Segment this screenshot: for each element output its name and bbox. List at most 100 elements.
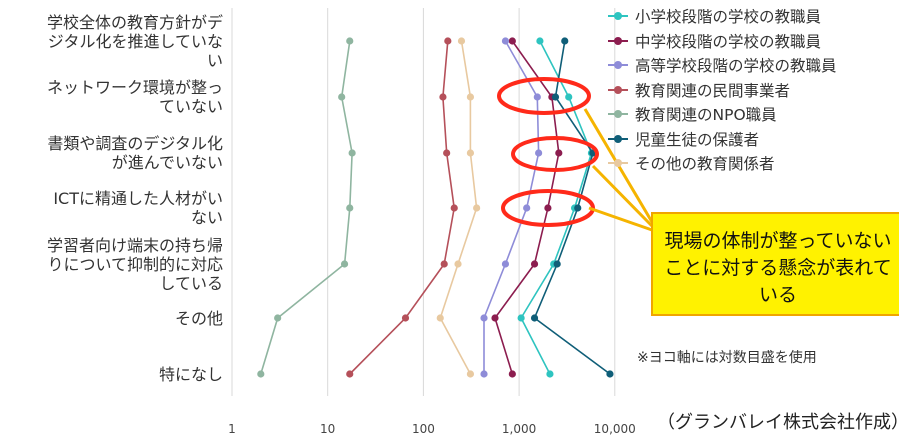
series-line: [439, 40, 478, 375]
data-point: [555, 149, 563, 157]
category-label: 書類や調査のデジタル化 が進んでいない: [47, 134, 223, 172]
legend-label: 中学校段階の学校の教職員: [635, 32, 822, 51]
grid-lines: [231, 8, 616, 396]
data-point: [401, 314, 410, 322]
data-point: [257, 370, 265, 378]
data-point: [440, 260, 448, 268]
legend: 小学校段階の学校の教職員 中学校段階の学校の教職員 高等学校段階の学校の教職員 教育関…: [607, 4, 837, 176]
legend-swatch: [607, 158, 629, 168]
data-point: [274, 314, 282, 322]
legend-swatch: [607, 109, 629, 119]
data-point: [338, 93, 346, 101]
legend-item: 児童生徒の保護者: [607, 127, 837, 152]
x-tick-label: 1,000: [502, 422, 536, 436]
callout-box: 現場の体制が整っていないことに対する懸念が表れている: [651, 212, 899, 316]
data-point: [480, 314, 488, 322]
data-point: [501, 260, 510, 268]
data-point: [574, 204, 582, 212]
legend-label: 高等学校段階の学校の教職員: [635, 57, 837, 76]
legend-label: 教育関連の民間事業者: [635, 81, 791, 100]
data-point: [544, 204, 552, 212]
data-point: [508, 370, 516, 378]
log-scale-note: ※ヨコ軸には対数目盛を使用: [637, 350, 817, 366]
series: [480, 37, 543, 378]
series-line: [260, 40, 353, 375]
data-point: [517, 314, 525, 322]
data-point: [606, 370, 614, 378]
category-label: その他: [174, 308, 223, 328]
legend-label: 小学校段階の学校の教職員: [635, 8, 822, 27]
legend-item: その他の教育関係者: [607, 151, 837, 176]
data-point: [348, 149, 356, 157]
data-point: [444, 37, 452, 45]
data-point: [565, 93, 573, 101]
callout-arrow: [588, 206, 653, 232]
legend-item: 中学校段階の学校の教職員: [607, 29, 837, 54]
legend-label: 教育関連のNPO職員: [635, 106, 777, 125]
legend-item: 教育関連のNPO職員: [607, 102, 837, 127]
data-point: [473, 204, 481, 212]
data-point: [553, 260, 561, 268]
category-label: ネットワーク環境が整っ ていない: [46, 78, 223, 116]
data-point: [530, 314, 539, 322]
legend-swatch: [607, 60, 629, 70]
series: [257, 37, 356, 378]
legend-swatch: [607, 134, 629, 144]
data-point: [551, 93, 560, 101]
x-axis: 1 10 100 1,000 10,000: [228, 422, 636, 436]
data-point: [530, 260, 539, 268]
data-point: [346, 370, 354, 378]
x-tick-label: 1: [228, 422, 236, 436]
data-point: [536, 37, 544, 45]
series-layer: [257, 37, 614, 378]
data-point: [466, 149, 475, 157]
legend-swatch: [607, 85, 629, 95]
legend-item: 教育関連の民間事業者: [607, 78, 837, 103]
category-label: 特になし: [158, 364, 223, 384]
data-point: [443, 149, 451, 157]
highlight-ellipse: [511, 136, 599, 172]
data-point: [523, 204, 531, 212]
data-point: [480, 370, 488, 378]
data-point: [457, 37, 466, 45]
data-point: [450, 204, 458, 212]
x-tick-label: 10: [320, 422, 335, 436]
category-label: ICTに精通した人材がい ない: [53, 189, 223, 227]
data-point: [466, 93, 475, 101]
data-point: [561, 37, 569, 45]
highlight-layer: [497, 77, 654, 232]
legend-label: その他の教育関係者: [635, 155, 775, 174]
legend-label: 児童生徒の保護者: [635, 130, 760, 149]
data-point: [535, 149, 543, 157]
data-point: [546, 370, 554, 378]
x-tick-label: 10,000: [594, 422, 636, 436]
data-point: [501, 37, 510, 45]
data-point: [439, 93, 447, 101]
data-point: [491, 314, 499, 322]
category-label: 学習者向け端末の持ち帰 りについて抑制的に対応 している: [46, 236, 223, 292]
callout-text: 現場の体制が整っていないことに対する懸念が表れている: [664, 230, 892, 306]
legend-item: 小学校段階の学校の教職員: [607, 4, 837, 29]
legend-swatch: [607, 11, 629, 21]
series-line: [349, 40, 456, 375]
data-point: [508, 37, 516, 45]
legend-swatch: [607, 36, 629, 46]
highlight-ellipse: [497, 77, 591, 115]
series: [346, 37, 458, 378]
series: [436, 37, 481, 378]
x-tick-label: 100: [412, 422, 435, 436]
data-point: [436, 314, 444, 322]
data-point: [340, 260, 349, 268]
callout-arrow: [591, 164, 654, 228]
data-point: [466, 370, 475, 378]
legend-item: 高等学校段階の学校の教職員: [607, 53, 837, 78]
series: [530, 37, 614, 378]
category-label: 学校全体の教育方針がデ ジタル化を推進していな い: [46, 12, 223, 70]
data-point: [346, 204, 354, 212]
series-line: [483, 40, 540, 374]
data-point: [454, 260, 462, 268]
source-credit: （グランバレイ株式会社作成）: [657, 412, 899, 433]
data-point: [533, 93, 541, 101]
data-point: [346, 37, 354, 45]
